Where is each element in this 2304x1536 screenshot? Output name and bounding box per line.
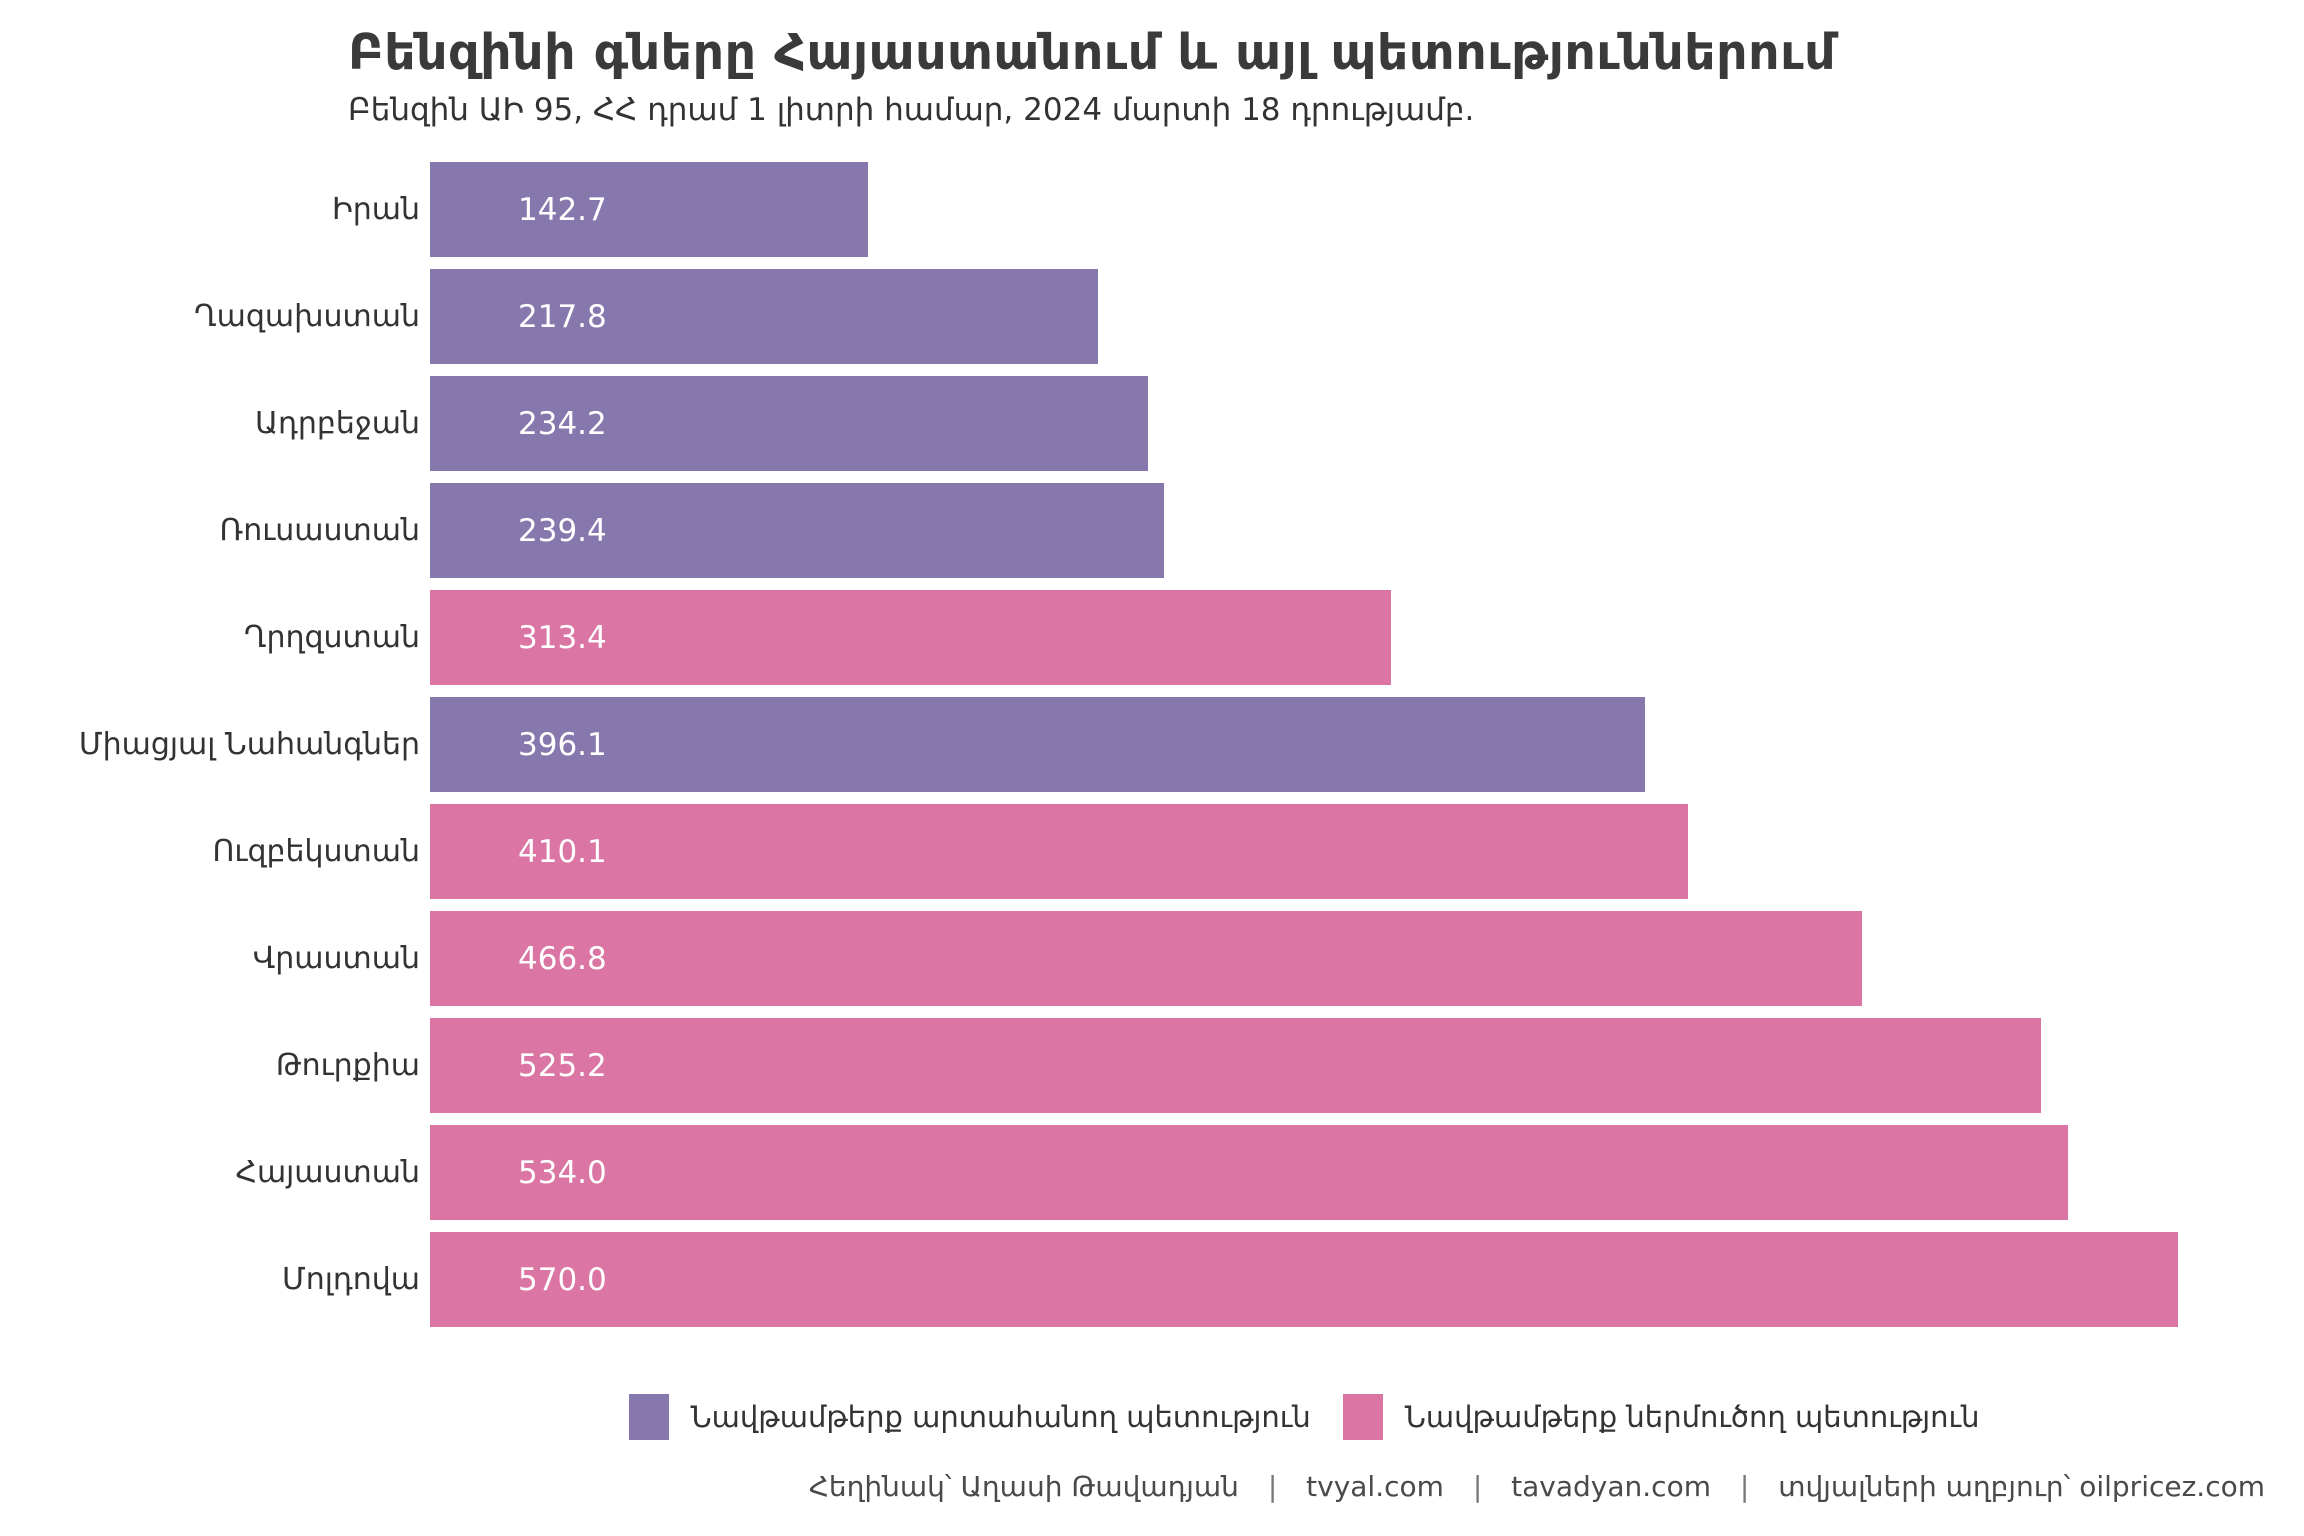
bar-track: 239.4 [430, 483, 2178, 578]
chart-row: Իրան 142.7 [40, 162, 2178, 257]
bar: 534.0 [430, 1125, 2068, 1220]
bar-track: 534.0 [430, 1125, 2178, 1220]
category-label: Վրաստան [252, 941, 420, 976]
bar-track: 570.0 [430, 1232, 2178, 1327]
bar-value-label: 410.1 [518, 833, 607, 870]
chart-row: Թուրքիա 525.2 [40, 1018, 2178, 1113]
bar-value-label: 217.8 [518, 298, 607, 335]
bar: 466.8 [430, 911, 1862, 1006]
chart-legend: Նավթամթերք արտահանող պետություն Նավթամթե… [430, 1394, 2178, 1440]
category-label: Ղրղզստան [243, 620, 420, 655]
bar-track: 396.1 [430, 697, 2178, 792]
bar-value-label: 142.7 [518, 191, 607, 228]
chart-row: Ադրբեջան 234.2 [40, 376, 2178, 471]
bar: 239.4 [430, 483, 1165, 578]
bar: 525.2 [430, 1018, 2041, 1113]
bar-track: 466.8 [430, 911, 2178, 1006]
bar-value-label: 534.0 [518, 1154, 607, 1191]
author-credit: Հեղինակ՝ Աղասի Թավադյան [808, 1470, 1239, 1503]
category-label: Միացյալ Նահանգներ [78, 727, 420, 762]
category-label: Ուզբեկստան [212, 834, 420, 869]
bar-value-label: 396.1 [518, 726, 607, 763]
footer-separator: | [1267, 1470, 1278, 1503]
bar-track: 313.4 [430, 590, 2178, 685]
bar: 313.4 [430, 590, 1392, 685]
bar: 234.2 [430, 376, 1149, 471]
bar-chart: Իրան 142.7 Ղազախստան 217.8 Ադրբեջան 234.… [40, 162, 2178, 1339]
bar-value-label: 313.4 [518, 619, 607, 656]
data-source-credit: տվյալների աղբյուր՝ oilpricez.com [1778, 1470, 2265, 1503]
chart-row: Ղազախստան 217.8 [40, 269, 2178, 364]
bar-value-label: 239.4 [518, 512, 607, 549]
bar-value-label: 525.2 [518, 1047, 607, 1084]
legend-item-importer: Նավթամթերք ներմուծող պետություն [1342, 1394, 1980, 1440]
chart-row: Ռուսաստան 239.4 [40, 483, 2178, 578]
bar: 396.1 [430, 697, 1645, 792]
bar-track: 234.2 [430, 376, 2178, 471]
footer-separator: | [1472, 1470, 1483, 1503]
legend-label-importer: Նավթամթերք ներմուծող պետություն [1404, 1400, 1980, 1434]
bar: 217.8 [430, 269, 1098, 364]
chart-row: Մոլդովա 570.0 [40, 1232, 2178, 1327]
footer-separator: | [1739, 1470, 1750, 1503]
chart-row: Հայաստան 534.0 [40, 1125, 2178, 1220]
importer-color-swatch [1342, 1394, 1383, 1440]
chart-subtitle: Բենզին ԱԻ 95, ՀՀ դրամ 1 լիտրի համար, 202… [348, 92, 1475, 128]
chart-row: Միացյալ Նահանգներ 396.1 [40, 697, 2178, 792]
chart-row: Ուզբեկստան 410.1 [40, 804, 2178, 899]
bar: 410.1 [430, 804, 1688, 899]
bar: 570.0 [430, 1232, 2178, 1327]
bar-track: 217.8 [430, 269, 2178, 364]
category-label: Թուրքիա [275, 1048, 420, 1083]
bar-track: 525.2 [430, 1018, 2178, 1113]
chart-title: Բենզինի գները Հայաստանում և այլ պետությո… [348, 24, 1837, 81]
footer-link-tvyal: tvyal.com [1306, 1470, 1444, 1503]
bar-track: 410.1 [430, 804, 2178, 899]
bar-value-label: 466.8 [518, 940, 607, 977]
category-label: Հայաստան [235, 1155, 420, 1190]
chart-row: Ղրղզստան 313.4 [40, 590, 2178, 685]
bar-track: 142.7 [430, 162, 2178, 257]
footer-link-tavadyan: tavadyan.com [1511, 1470, 1711, 1503]
bar-value-label: 234.2 [518, 405, 607, 442]
bar-value-label: 570.0 [518, 1261, 607, 1298]
category-label: Ադրբեջան [255, 406, 420, 441]
category-label: Մոլդովա [281, 1262, 420, 1297]
category-label: Ռուսաստան [219, 513, 421, 548]
bar: 142.7 [430, 162, 868, 257]
legend-label-exporter: Նավթամթերք արտահանող պետություն [690, 1400, 1311, 1434]
exporter-color-swatch [628, 1394, 669, 1440]
footer-credits: Հեղինակ՝ Աղասի Թավադյան | tvyal.com | ta… [809, 1470, 2265, 1503]
chart-row: Վրաստան 466.8 [40, 911, 2178, 1006]
category-label: Ղազախստան [194, 299, 420, 334]
category-label: Իրան [332, 192, 420, 227]
legend-item-exporter: Նավթամթերք արտահանող պետություն [628, 1394, 1311, 1440]
